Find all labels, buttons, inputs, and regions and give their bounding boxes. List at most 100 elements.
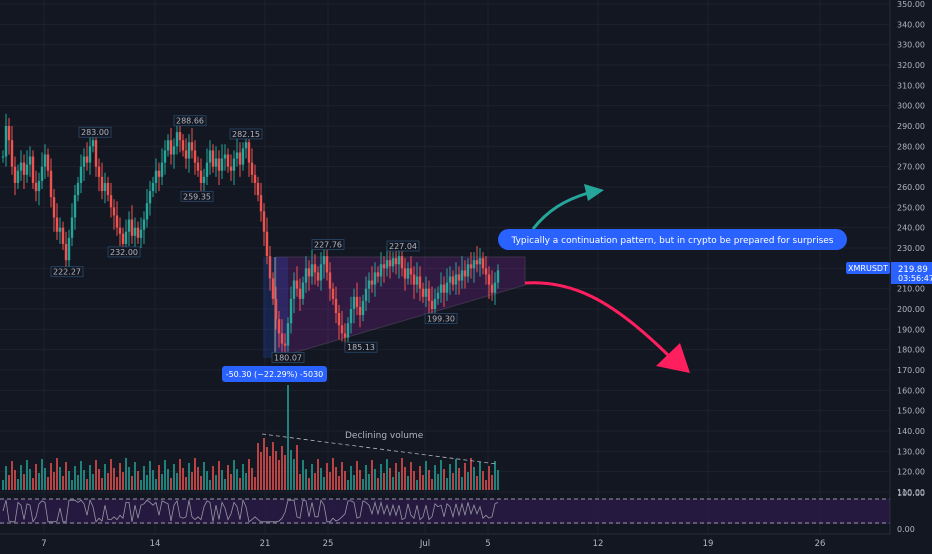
- volume-bar: [5, 466, 7, 490]
- volume-bar: [488, 466, 490, 490]
- volume-bar: [167, 469, 169, 490]
- volume-bar: [401, 458, 403, 490]
- volume-bar: [218, 461, 220, 490]
- arrow-down-head: [656, 343, 690, 373]
- candle-body: [154, 170, 158, 183]
- y-tick-label: 340.00: [897, 20, 925, 29]
- projection-arrows: [524, 184, 690, 373]
- x-tick-label: 14: [150, 539, 161, 549]
- volume-bar: [332, 458, 334, 490]
- candle-body: [70, 217, 74, 238]
- volume-bar: [236, 469, 238, 490]
- y-tick-label: 320.00: [897, 61, 925, 70]
- level-label-bg: [107, 246, 141, 258]
- candle-body: [229, 166, 233, 171]
- x-tick-label: 12: [593, 539, 604, 549]
- candle-body: [19, 162, 23, 171]
- volume-bar: [356, 461, 358, 490]
- arrow-down-curve: [524, 281, 670, 357]
- volume-bar: [20, 465, 22, 490]
- candle-body: [355, 296, 359, 307]
- candle-body: [211, 150, 215, 167]
- volume-bar: [281, 446, 283, 490]
- volume-bar: [50, 463, 52, 490]
- candle-body: [364, 288, 368, 301]
- volume-bar: [365, 465, 367, 490]
- candle-body: [334, 298, 338, 314]
- candle-body: [121, 233, 125, 244]
- volume-bar: [473, 467, 475, 490]
- level-label-bg: [386, 240, 420, 252]
- candle-body: [175, 132, 179, 147]
- candle-body: [79, 166, 83, 183]
- candle-body: [271, 278, 275, 299]
- volume-bar: [74, 466, 76, 490]
- candle-body: [427, 288, 431, 301]
- x-tick-label: 19: [703, 539, 714, 549]
- volume-bar: [416, 480, 418, 490]
- volume-bar: [275, 451, 277, 490]
- volume-bar: [80, 461, 82, 490]
- y-tick-label: 120.00: [897, 468, 925, 477]
- volume-bar: [155, 479, 157, 490]
- arrow-up-head: [584, 184, 604, 201]
- candle-body: [400, 256, 404, 269]
- candle-body: [349, 309, 353, 324]
- volume-bar: [296, 445, 298, 490]
- volume-bar: [89, 465, 91, 490]
- volume-bar: [35, 464, 37, 490]
- volume-bar: [317, 459, 319, 490]
- y-tick-label: 140.00: [897, 427, 925, 436]
- volume-bar: [467, 472, 469, 490]
- y-tick-label: 280.00: [897, 142, 925, 151]
- volume-bar: [14, 470, 16, 490]
- volume-bar: [338, 476, 340, 490]
- level-label: 199.30: [427, 314, 455, 323]
- volume-bar: [56, 458, 58, 490]
- candle-body: [145, 203, 149, 220]
- candle-body: [484, 268, 488, 275]
- candle-body: [265, 231, 269, 257]
- volume-bar: [263, 438, 265, 490]
- y-tick-label: 190.00: [897, 325, 925, 334]
- candle-body: [7, 126, 11, 141]
- candle-body: [34, 182, 38, 192]
- candle-body: [430, 300, 434, 309]
- level-label-bg: [271, 352, 305, 363]
- volume-bar: [41, 459, 43, 490]
- volume-bar: [104, 464, 106, 490]
- symbol-tag-bg: [846, 262, 890, 274]
- volume-bar: [197, 467, 199, 490]
- level-label: 288.66: [176, 117, 204, 126]
- price-axis[interactable]: 350.00 340.00 330.00 320.00 310.00 300.00 290.…: [897, 0, 925, 534]
- price-candles: [1, 113, 500, 358]
- volume-bar: [140, 480, 142, 490]
- volume-bar: [2, 480, 4, 490]
- volume-bar: [182, 468, 184, 490]
- candle-body: [292, 280, 296, 299]
- volume-bar: [200, 476, 202, 490]
- volume-bar: [239, 478, 241, 490]
- candle-body: [37, 180, 41, 192]
- candle-body: [406, 268, 410, 279]
- y-tick-label: 250.00: [897, 203, 925, 212]
- time-axis[interactable]: 7 14 21 25 Jul 5 12 19 26: [41, 539, 825, 549]
- volume-bar: [254, 477, 256, 490]
- candle-body: [169, 140, 173, 155]
- callout-annotation[interactable]: Typically a continuation pattern, but in…: [498, 229, 847, 250]
- candle-body: [172, 146, 176, 155]
- time-axis-panel[interactable]: [0, 534, 932, 550]
- y-tick-label: 310.00: [897, 81, 925, 90]
- candle-body: [457, 274, 461, 281]
- volume-bar: [266, 447, 268, 490]
- candle-body: [16, 170, 20, 183]
- volume-bar: [47, 477, 49, 490]
- volume-bar: [44, 468, 46, 490]
- measure-tool[interactable]: -50.30 (−22.29%) -5030: [222, 366, 327, 382]
- candle-body: [373, 272, 377, 285]
- candle-body: [460, 270, 464, 281]
- volume-bar: [386, 459, 388, 490]
- y-tick-label: 230.00: [897, 244, 925, 253]
- volume-bar: [380, 464, 382, 490]
- volume-bar: [308, 478, 310, 490]
